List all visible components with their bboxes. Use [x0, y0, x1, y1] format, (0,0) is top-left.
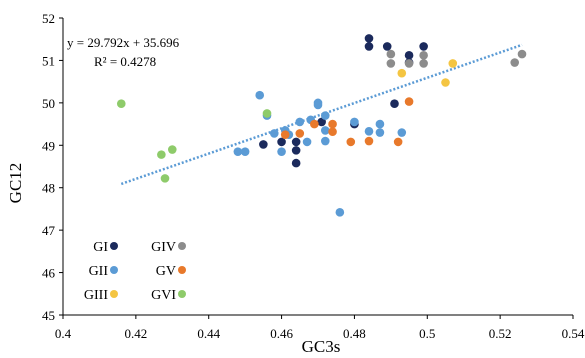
- data-point-gvi: [160, 174, 170, 183]
- data-point-gi: [364, 42, 374, 51]
- data-point-gi: [364, 34, 374, 43]
- data-point-gv: [346, 137, 356, 147]
- x-tick-label: 0.48: [343, 326, 366, 341]
- data-point-gii: [302, 137, 312, 147]
- data-point-giii: [397, 68, 407, 78]
- data-point-giii: [448, 59, 458, 68]
- data-point-gi: [259, 140, 268, 149]
- data-point-giv: [386, 59, 396, 68]
- legend-marker-gv: [178, 266, 186, 274]
- data-point-gii: [295, 117, 305, 127]
- x-tick-label: 0.4: [55, 326, 72, 341]
- legend-marker-gii: [110, 266, 118, 274]
- data-point-gv: [310, 119, 319, 129]
- data-point-giv: [510, 58, 520, 67]
- data-point-gi: [277, 137, 286, 147]
- data-point-gii: [313, 100, 323, 110]
- axes: [62, 18, 573, 316]
- data-point-gi: [382, 42, 392, 51]
- data-point-gvi: [116, 99, 126, 109]
- data-point-giv: [404, 59, 414, 68]
- data-point-gii: [277, 147, 286, 156]
- data-points: [116, 34, 527, 217]
- y-tick-label: 48: [42, 181, 55, 196]
- y-tick-label: 46: [42, 266, 56, 281]
- data-point-gii: [269, 129, 279, 138]
- data-point-gi: [291, 158, 301, 168]
- legend-marker-gvi: [178, 290, 186, 298]
- data-point-gi: [390, 99, 399, 109]
- legend-label-giv: GIV: [151, 240, 176, 255]
- legend-marker-gi: [110, 242, 118, 250]
- trendline-equation: y = 29.792x + 35.696: [67, 35, 180, 50]
- legend-marker-giii: [110, 290, 118, 298]
- data-point-gv: [328, 127, 337, 137]
- data-point-giv: [386, 49, 396, 59]
- y-tick-label: 50: [42, 96, 55, 111]
- data-point-gvi: [157, 150, 166, 159]
- x-tick-label: 0.44: [197, 326, 220, 341]
- legend-label-gvi: GVI: [151, 288, 176, 303]
- x-tick-label: 0.5: [419, 326, 435, 341]
- data-point-gii: [320, 126, 330, 135]
- data-point-gi: [317, 117, 326, 127]
- data-point-gi: [419, 42, 428, 51]
- data-point-gi: [291, 146, 301, 155]
- data-point-giv: [419, 59, 428, 68]
- data-point-gi: [404, 51, 414, 60]
- data-point-gii: [233, 147, 243, 156]
- data-point-gv: [393, 137, 403, 147]
- x-tick-label: 0.42: [124, 326, 147, 341]
- y-tick-label: 45: [42, 308, 55, 323]
- data-point-gv: [404, 97, 414, 106]
- legend-marker-giv: [178, 242, 186, 250]
- x-axis-title: GC3s: [302, 337, 341, 356]
- x-tick-label: 0.54: [562, 326, 585, 341]
- data-point-gv: [280, 130, 290, 139]
- data-point-gii: [375, 128, 385, 137]
- y-axis-title: GC12: [6, 163, 25, 204]
- data-point-giv: [517, 49, 527, 59]
- data-point-gii: [375, 119, 385, 129]
- data-point-gv: [364, 136, 374, 146]
- y-tick-labels: 45 46 47 48 49 50 51 52: [42, 11, 63, 323]
- legend-label-gv: GV: [156, 264, 176, 279]
- data-point-gvi: [262, 109, 272, 118]
- x-tick-label: 0.46: [270, 326, 293, 341]
- data-point-giv: [419, 51, 428, 60]
- x-tick-labels: 0.4 0.42 0.44 0.46 0.48 0.5 0.52 0.54: [55, 315, 585, 341]
- data-point-gv: [328, 119, 337, 129]
- data-point-gi: [291, 137, 301, 147]
- data-point-gii: [350, 117, 359, 127]
- y-tick-label: 52: [42, 11, 55, 26]
- y-tick-label: 47: [42, 223, 56, 238]
- legend-label-giii: GIII: [84, 288, 108, 303]
- data-point-giii: [441, 78, 450, 87]
- data-point-gii: [320, 111, 330, 120]
- data-point-gii: [335, 208, 345, 217]
- data-point-gii: [240, 147, 250, 156]
- data-point-gv: [295, 129, 305, 138]
- y-tick-label: 49: [42, 138, 55, 153]
- data-point-gii: [255, 90, 265, 100]
- legend: GI GII GIII GIV GV GVI: [84, 240, 186, 303]
- data-point-gii: [397, 128, 407, 137]
- y-tick-label: 51: [42, 53, 55, 68]
- r-squared-label: R² = 0.4278: [94, 54, 156, 69]
- data-point-gvi: [167, 145, 177, 154]
- legend-label-gii: GII: [89, 264, 109, 279]
- data-point-gii: [320, 136, 330, 146]
- x-tick-label: 0.52: [489, 326, 512, 341]
- data-point-gii: [364, 126, 374, 136]
- legend-label-gi: GI: [93, 240, 108, 255]
